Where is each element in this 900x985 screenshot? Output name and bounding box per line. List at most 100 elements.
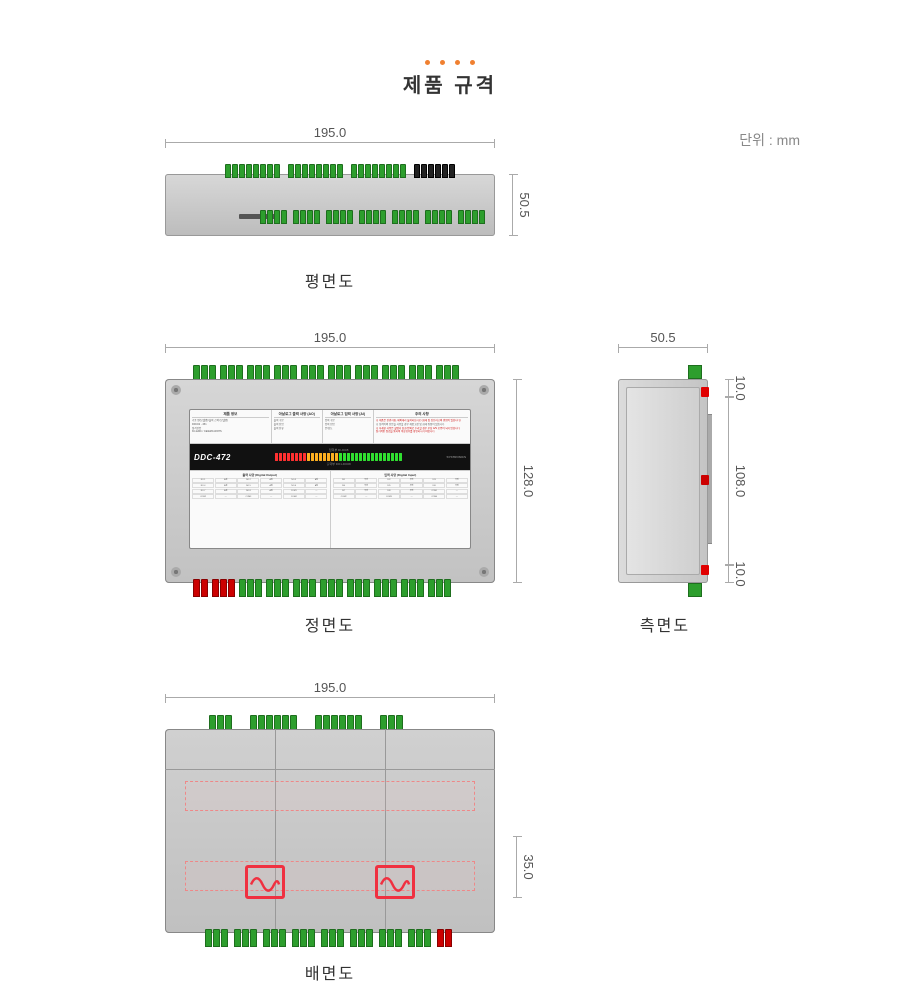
terminal-block (359, 210, 386, 224)
front-label-panel: 제품 정보 기종 명(모델명)/출력 스펙 (모델명) DDC02 - 451 … (189, 409, 471, 549)
terminal-pin (355, 579, 362, 597)
terminal-block (350, 929, 373, 947)
terminal-pin (436, 579, 443, 597)
spec-grid: DI1무전DI2무전DI3무전DI4무전DI5무전DI6무전DI7무전DI8무전… (333, 478, 469, 500)
terminal-pin (328, 579, 335, 597)
terminal-pin (408, 929, 415, 947)
spec-cell: DI6 (423, 483, 445, 488)
terminal-pin (401, 579, 408, 597)
din-rail-slot (185, 861, 475, 891)
led-icon (295, 453, 298, 461)
plan-enclosure (165, 174, 495, 236)
terminal-pin (446, 210, 452, 224)
led-icon (307, 453, 310, 461)
terminal-block (234, 929, 257, 947)
terminal-pin (246, 164, 252, 178)
spec-input: 입력 사양 (Digital Input) DI1무전DI2무전DI3무전DI4… (331, 471, 471, 548)
back-enclosure (165, 729, 495, 933)
led-icon (391, 453, 394, 461)
spec-cell: NO.5 (237, 483, 259, 488)
spec-cell: DI8 (378, 489, 400, 494)
terminal-pin (255, 579, 262, 597)
front-view-label: 정면도 (165, 612, 495, 636)
led-icon (303, 453, 306, 461)
spec-cell: NO.2 (237, 478, 259, 483)
spec-cell: A접 (215, 483, 237, 488)
info-row: 제품 정보 기종 명(모델명)/출력 스펙 (모델명) DDC02 - 451 … (190, 410, 470, 444)
side-width-value: 50.5 (650, 330, 675, 345)
terminal-block (320, 579, 343, 597)
led-icon (351, 453, 354, 461)
led-icon (359, 453, 362, 461)
terminal-pin (421, 164, 427, 178)
terminal-pin (321, 929, 328, 947)
info-warning: 주의 사항 ※ 제품은 관련지침, 해외대리 설치하십시오 (화재 및 감전사고… (374, 410, 470, 443)
led-icon (367, 453, 370, 461)
led-icon (299, 453, 302, 461)
terminal-block (288, 164, 343, 178)
terminal-pin (267, 164, 273, 178)
terminal-pin (271, 929, 278, 947)
info-product: 제품 정보 기종 명(모델명)/출력 스펙 (모델명) DDC02 - 451 … (190, 410, 272, 443)
terminal-pin (380, 210, 386, 224)
spec-cell: 무전 (355, 478, 377, 483)
spec-cell: COM1 (283, 489, 305, 494)
spec-cell: 무전 (446, 483, 468, 488)
spec-cell: A접 (215, 478, 237, 483)
terminal-pin (374, 579, 381, 597)
spec-cell: NO.7 (192, 489, 214, 494)
led-icon (399, 453, 402, 461)
back-view (165, 715, 495, 947)
plan-height-value: 50.5 (517, 192, 532, 217)
led-icon (279, 453, 282, 461)
terminal-pin (409, 579, 416, 597)
info-header: 아날로그 출력 사양 (AO) (274, 412, 320, 418)
terminal-pin (366, 929, 373, 947)
led-icon (371, 453, 374, 461)
terminal-pin (363, 579, 370, 597)
terminal-pin (358, 929, 365, 947)
terminal-block (263, 929, 286, 947)
back-mount-dim: 35.0 (516, 836, 517, 898)
front-enclosure: 제품 정보 기종 명(모델명)/출력 스펙 (모델명) DDC02 - 451 … (165, 379, 495, 583)
terminal-pin (326, 210, 332, 224)
screw-icon (171, 385, 181, 395)
terminal-pin (260, 210, 266, 224)
terminal-pin (295, 164, 301, 178)
back-view-label: 배면도 (165, 960, 495, 984)
din-rail-slot (185, 781, 475, 811)
spec-cell: — (260, 494, 282, 499)
led-icon (291, 453, 294, 461)
plan-view (165, 160, 495, 250)
terminal-pin (274, 164, 280, 178)
terminal-pin (279, 929, 286, 947)
din-latch-icon (245, 865, 285, 899)
spec-cell: — (305, 494, 327, 499)
spec-cell: NO.8 (237, 489, 259, 494)
spec-cell: — (400, 494, 422, 499)
side-lip-top-dim: 10.0 (728, 379, 729, 397)
terminal-pin (221, 929, 228, 947)
terminal-pin (392, 210, 398, 224)
led-icon (343, 453, 346, 461)
spec-cell: A접 (260, 489, 282, 494)
spec-cell: DI3 (423, 478, 445, 483)
terminal-pin (263, 929, 270, 947)
terminal-pin (314, 210, 320, 224)
spec-cell: COM1 (423, 489, 445, 494)
side-width-dim: 50.5 (618, 347, 708, 348)
side-view (618, 365, 708, 597)
side-enclosure (618, 379, 708, 583)
terminal-pin (386, 164, 392, 178)
terminal-pin (337, 164, 343, 178)
spec-cell: A접 (260, 478, 282, 483)
spec-cell: 무전 (355, 483, 377, 488)
terminal-pin (213, 929, 220, 947)
terminal-pin (458, 210, 464, 224)
terminal-pin (260, 164, 266, 178)
terminal-pin (316, 164, 322, 178)
terminal-pin (293, 579, 300, 597)
side-clip-icon (701, 565, 709, 575)
led-icon (379, 453, 382, 461)
led-icon (347, 453, 350, 461)
